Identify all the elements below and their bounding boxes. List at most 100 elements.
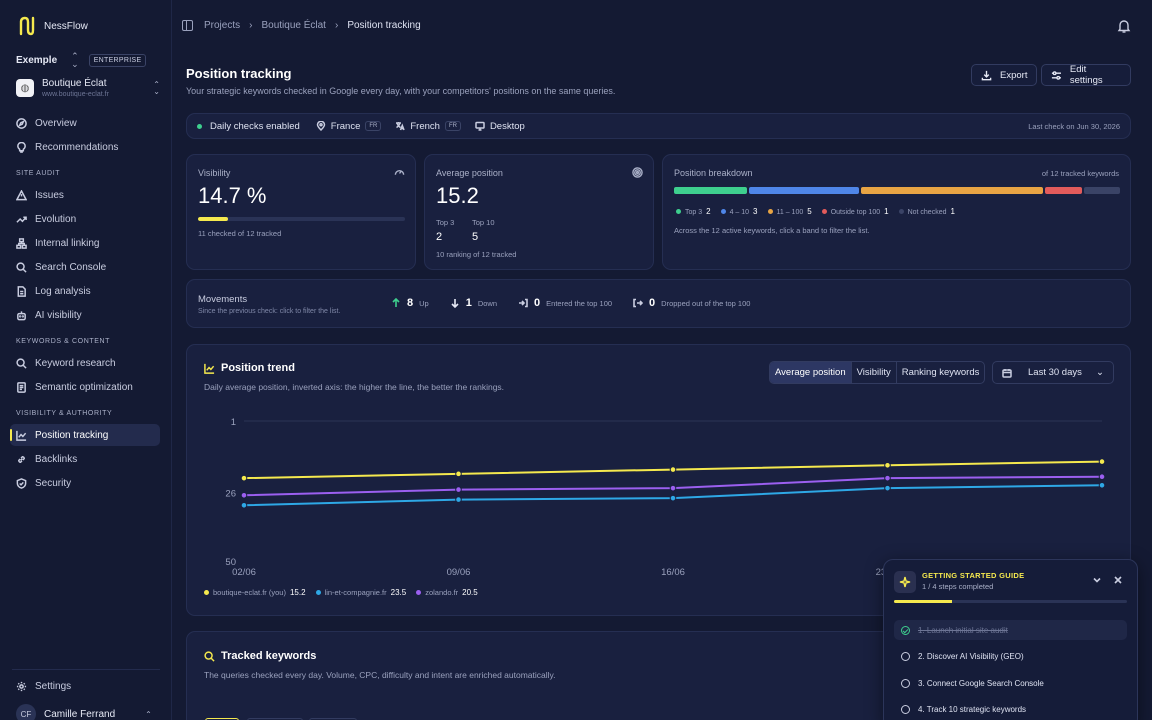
legend-value: 23.5: [390, 588, 407, 597]
sidebar-toggle-icon[interactable]: [182, 20, 193, 31]
legend-label: 4 – 10: [729, 209, 750, 216]
data-point[interactable]: [455, 496, 462, 503]
movement-entered[interactable]: 0 Entered the top 100: [518, 297, 612, 309]
export-label: Export: [1000, 69, 1028, 81]
movement-up[interactable]: 8 Up: [391, 297, 429, 309]
sidebar-item-overview[interactable]: Overview: [10, 112, 160, 134]
position-breakdown-card: Position breakdown of 12 tracked keyword…: [662, 154, 1131, 270]
breakdown-legend-item[interactable]: Not checked 1: [898, 207, 955, 216]
globe-icon: ◍: [16, 79, 34, 97]
topbar: Projects › Boutique Éclat › Position tra…: [172, 0, 1152, 52]
sparkle-icon: [894, 571, 916, 593]
exit-icon: [633, 298, 644, 308]
sidebar-item-label: Internal linking: [35, 237, 100, 249]
data-point[interactable]: [669, 466, 677, 473]
data-point[interactable]: [884, 461, 891, 469]
sidebar-item-log-analysis[interactable]: Log analysis: [10, 280, 160, 302]
sidebar-item-settings[interactable]: Settings: [10, 675, 160, 697]
sidebar-item-security[interactable]: Security: [10, 472, 160, 494]
workspace-switcher[interactable]: Exemple ⌃ ⌄ ENTERPRISE: [16, 51, 160, 69]
data-point[interactable]: [455, 486, 462, 493]
sidebar-item-position-tracking[interactable]: Position tracking: [10, 424, 160, 446]
sidebar-item-semantic-optimization[interactable]: Semantic optimization: [10, 376, 160, 398]
sidebar-item-ai-visibility[interactable]: AI visibility: [10, 304, 160, 326]
data-point[interactable]: [455, 470, 462, 478]
sidebar-item-recommendations[interactable]: Recommendations: [10, 136, 160, 158]
language-setting: French FR: [395, 121, 461, 132]
filter-tab[interactable]: [205, 718, 239, 720]
sidebar-item-backlinks[interactable]: Backlinks: [10, 448, 160, 470]
data-point[interactable]: [240, 474, 248, 482]
device-name: Desktop: [489, 120, 525, 132]
data-point[interactable]: [884, 474, 891, 482]
export-button[interactable]: Export: [971, 64, 1038, 86]
data-point[interactable]: [884, 484, 891, 492]
data-point[interactable]: [1098, 473, 1106, 481]
data-point[interactable]: [669, 494, 677, 502]
legend-dot: [676, 209, 681, 214]
sidebar-section-title: SITE AUDIT: [16, 170, 61, 177]
breakdown-segment[interactable]: [860, 187, 1043, 194]
site-url: www.boutique-eclat.fr: [42, 91, 109, 98]
guide-progress-bar: [894, 600, 1127, 603]
close-icon[interactable]: [1113, 575, 1123, 585]
search-icon: [16, 357, 27, 369]
chevron-right-icon: ›: [249, 20, 253, 31]
brand[interactable]: NessFlow: [18, 16, 88, 36]
legend-dot: [898, 209, 904, 214]
edit-settings-button[interactable]: Edit settings: [1041, 64, 1131, 86]
tab-average-position[interactable]: Average position: [770, 362, 852, 383]
breakdown-segment[interactable]: [749, 187, 859, 194]
device-setting: Desktop: [475, 121, 525, 132]
sidebar-item-keyword-research[interactable]: Keyword research: [10, 352, 160, 374]
guide-step[interactable]: 1. Launch initial site audit: [894, 620, 1127, 640]
guide-step[interactable]: 4. Track 10 strategic keywords: [894, 699, 1127, 719]
data-point[interactable]: [669, 484, 677, 492]
legend-item[interactable]: boutique-eclat.fr (you) 15.2: [204, 588, 306, 597]
movement-dropped[interactable]: 0 Dropped out of the top 100: [633, 297, 750, 309]
breakdown-segment[interactable]: [674, 187, 747, 194]
data-point[interactable]: [240, 501, 248, 509]
movement-label: Entered the top 100: [546, 298, 613, 308]
breakdown-legend-item[interactable]: Outside top 100 1: [821, 207, 889, 216]
legend-item[interactable]: lin-et-compagnie.fr 23.5: [315, 588, 407, 597]
breadcrumb-projects[interactable]: Projects: [204, 20, 241, 31]
data-point[interactable]: [1098, 458, 1106, 465]
check-circle-icon: [901, 625, 910, 635]
filter-tab[interactable]: [247, 718, 303, 720]
guide-progress-fill: [894, 600, 953, 603]
collapse-icon[interactable]: [1092, 575, 1102, 585]
breakdown-segment[interactable]: [1045, 187, 1082, 194]
top10-value: 5: [472, 231, 479, 243]
bell-icon[interactable]: [1116, 18, 1132, 34]
sidebar-item-label: Keyword research: [35, 357, 116, 369]
top10-label: Top 10: [472, 218, 495, 227]
breakdown-segment[interactable]: [1083, 187, 1120, 194]
tab-visibility[interactable]: Visibility: [852, 362, 897, 383]
tab-ranking-keywords[interactable]: Ranking keywords: [901, 367, 980, 378]
guide-step-label: 3. Connect Google Search Console: [918, 678, 1044, 688]
legend-item[interactable]: zolando.fr 20.5: [416, 588, 478, 597]
sidebar-item-issues[interactable]: Issues: [10, 184, 160, 206]
breadcrumb-site[interactable]: Boutique Éclat: [261, 20, 326, 31]
movements-card: Movements Since the previous check: clic…: [186, 279, 1131, 328]
guide-step[interactable]: 3. Connect Google Search Console: [894, 673, 1127, 693]
breakdown-legend-item[interactable]: 11 – 100 5: [767, 207, 812, 216]
sidebar-item-evolution[interactable]: Evolution: [10, 208, 160, 230]
guide-step[interactable]: 2. Discover AI Visibility (GEO): [894, 646, 1127, 666]
site-switcher[interactable]: ◍ Boutique Éclat www.boutique-eclat.fr ⌃…: [16, 78, 160, 98]
chevron-updown-icon: ⌃ ⌄: [71, 51, 79, 69]
movement-down[interactable]: 1 Down: [450, 297, 497, 309]
date-range-select[interactable]: Last 30 days ⌄: [992, 361, 1114, 384]
sidebar-item-search-console[interactable]: Search Console: [10, 256, 160, 278]
data-point[interactable]: [1098, 481, 1106, 489]
data-point[interactable]: [240, 491, 248, 499]
trend-title: Position trend: [204, 362, 295, 374]
filter-tab[interactable]: [309, 718, 357, 720]
sidebar-item-internal-linking[interactable]: Internal linking: [10, 232, 160, 254]
metric-switcher: Average position Visibility Ranking keyw…: [769, 361, 986, 384]
user-menu[interactable]: CF Camille Ferrand ⌃: [16, 704, 152, 720]
breakdown-legend-item[interactable]: 4 – 10 3: [720, 207, 758, 216]
